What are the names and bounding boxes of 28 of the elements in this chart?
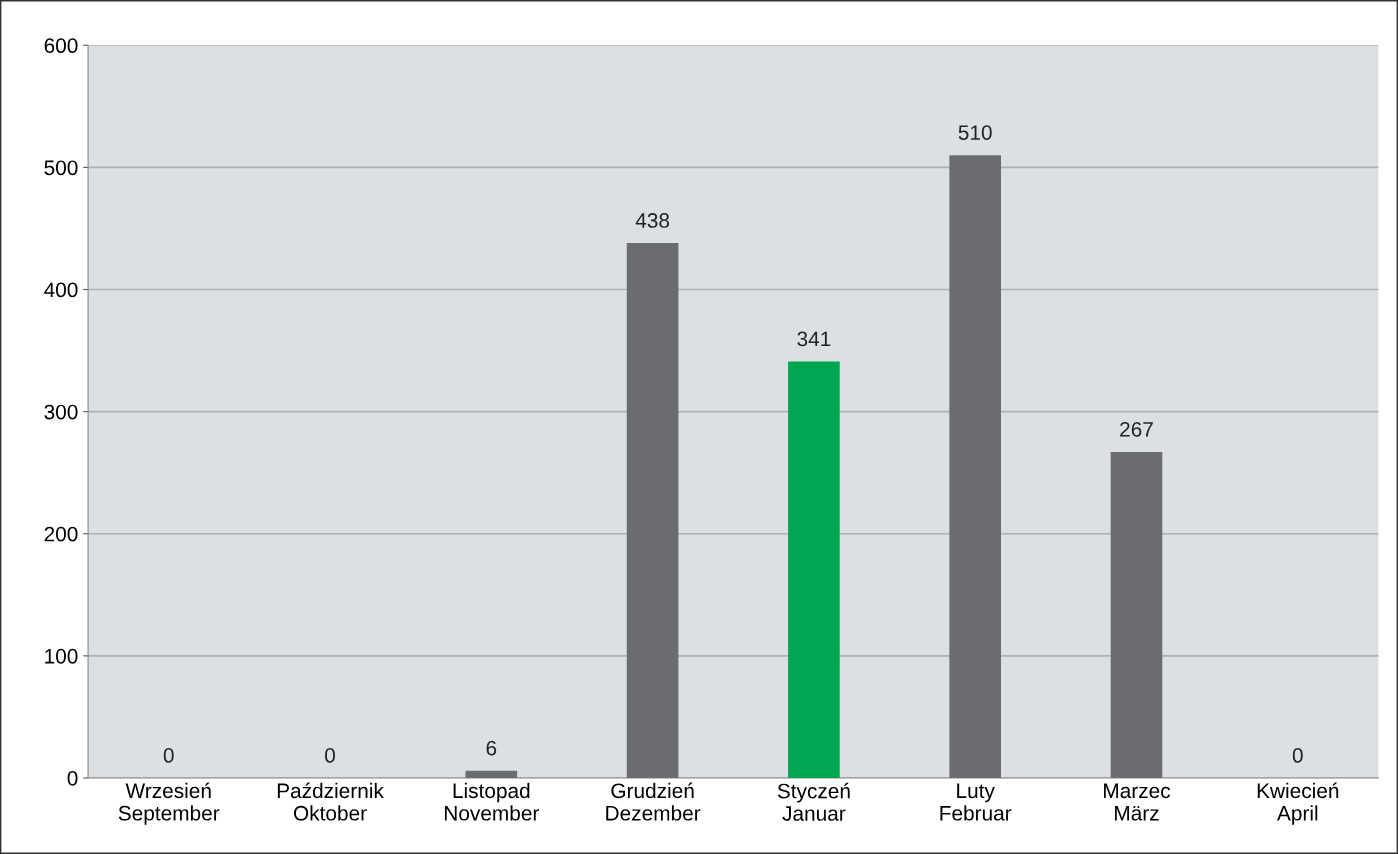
data-label: 438 — [635, 213, 670, 228]
y-tick-label: 100 — [45, 648, 78, 664]
x-tick-label: Kwiecień April — [1257, 782, 1339, 825]
y-tick-label: 300 — [44, 404, 78, 420]
bar — [788, 361, 840, 778]
bar — [465, 770, 518, 778]
data-label: 0 — [1292, 748, 1303, 763]
x-tick-label: Październik Oktober — [277, 782, 384, 821]
bar — [1110, 451, 1163, 778]
data-label: 0 — [325, 748, 335, 763]
bar — [626, 243, 679, 778]
data-label: 6 — [486, 740, 497, 756]
x-tick-label: Listopad November — [444, 782, 540, 821]
data-label: 0 — [163, 748, 174, 763]
x-tick-label: Luty Februar — [940, 783, 1012, 821]
x-tick-label: Grudzień Dezember — [606, 782, 701, 821]
y-tick-label: 400 — [44, 282, 78, 298]
data-label: 341 — [797, 331, 831, 347]
bar — [949, 155, 1001, 778]
y-tick-label: 500 — [44, 160, 78, 176]
y-tick-label: 0 — [67, 771, 78, 786]
y-tick-label: 600 — [44, 38, 78, 54]
data-label: 267 — [1120, 421, 1153, 437]
x-tick-label: Marzec März — [1104, 783, 1171, 821]
x-tick-label: Wrzesień September — [118, 782, 220, 825]
y-tick-label: 200 — [44, 526, 78, 542]
x-tick-label: Styczeń Januar — [777, 782, 850, 821]
data-label: 510 — [958, 125, 992, 140]
